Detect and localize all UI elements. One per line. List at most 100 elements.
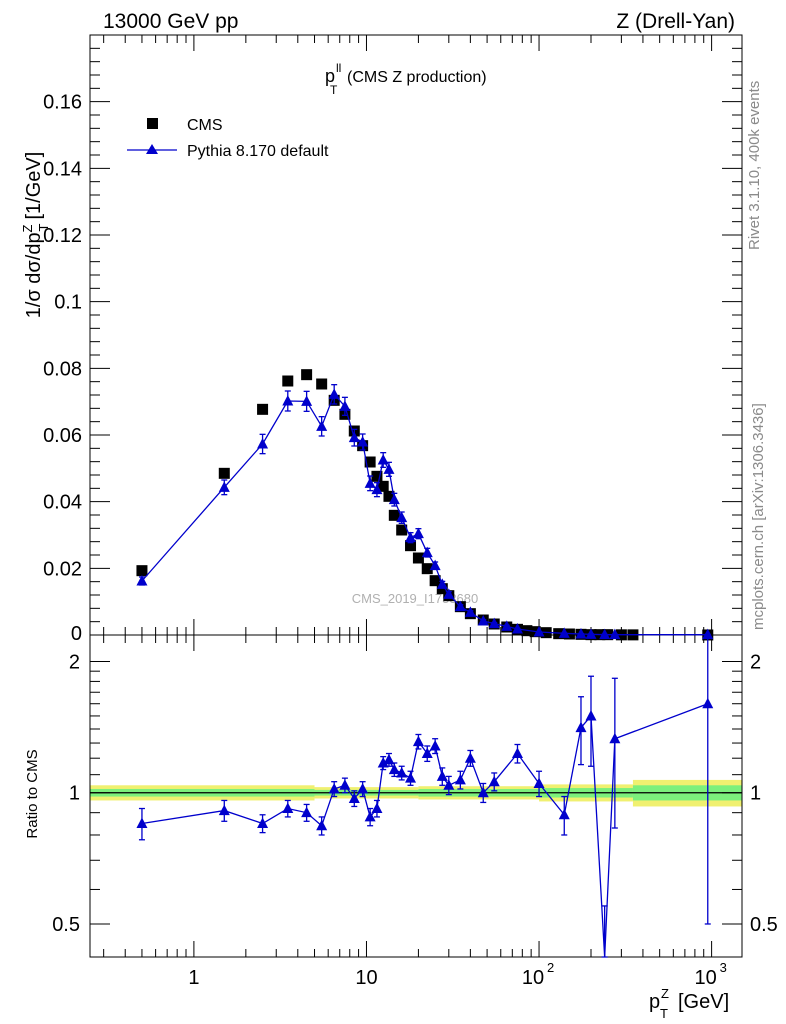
pythia-data-point [511, 623, 523, 634]
ratio-y-tick-label: 0.5 [52, 914, 80, 936]
pythia-data-point [364, 477, 376, 488]
y-tick-label: 0.16 [43, 92, 82, 114]
pythia-data-point [339, 400, 351, 411]
pythia-data-point [599, 628, 611, 640]
x-tick-label-exponent: 3 [720, 960, 727, 975]
y-label-main: 1/σ dσ/dp [23, 232, 45, 318]
plot-title-sup: ll [336, 61, 341, 75]
pythia-ratio-data-point [533, 777, 545, 788]
cms-data-point [218, 467, 230, 479]
pythia-data-point [357, 436, 369, 447]
x-tick-label: 10 [355, 967, 377, 989]
ratio-y-tick-label-right: 2 [750, 651, 761, 673]
pythia-ratio-data-point [454, 773, 466, 785]
mcplots-caption: mcplots.cern.ch [arXiv:1306.3436] [750, 403, 767, 630]
ratio-panel-frame [89, 634, 743, 958]
x-label-sub: T [660, 1006, 668, 1021]
pythia-data-point [429, 559, 441, 571]
pythia-data-point [501, 620, 513, 631]
pythia-data-point [585, 628, 597, 639]
pythia-ratio-data-point [371, 802, 383, 814]
pythia-ratio-data-point [396, 766, 408, 778]
svg-text:1/σ dσ/dpZT[1/GeV]: 1/σ dσ/dpZT [1/GeV] [20, 152, 51, 319]
pythia-data-point [477, 615, 489, 626]
rivet-caption: Rivet 3.1.10, 400k events [746, 81, 763, 250]
ratio-y-tick-label: 2 [69, 651, 80, 673]
cms-data-point [429, 575, 441, 587]
pythia-ratio-data-point [464, 752, 476, 763]
x-tick-label-exponent: 2 [547, 960, 554, 975]
pythia-data-point [282, 395, 294, 406]
x-label-main: p [649, 991, 660, 1013]
pythia-data-point [396, 511, 408, 523]
cms-data-point [371, 470, 383, 482]
y-tick-label: 0.04 [43, 492, 82, 514]
y-tick-label: 0.12 [43, 225, 82, 247]
data-marks [136, 369, 714, 958]
pythia-data-point [136, 575, 148, 586]
pythia-data-point [328, 388, 340, 399]
pythia-data-point [371, 483, 383, 495]
pythia-data-point [316, 420, 328, 431]
pythia-ratio-data-point [383, 753, 395, 765]
y-tick-label: 0.02 [43, 558, 82, 580]
y-axis-label: 1/σ dσ/dpZT [1/GeV] [20, 152, 51, 319]
pythia-ratio-data-point [702, 697, 714, 709]
legend-marker-pythia [146, 144, 158, 154]
pythia-ratio-data-point [257, 817, 269, 829]
y-label-units: [1/GeV] [23, 152, 45, 220]
pythia-data-point [348, 431, 360, 443]
x-label-units: [GeV] [678, 991, 729, 1013]
x-label-sup: Z [661, 986, 669, 1001]
ratio-y-axis-label: Ratio to CMS [24, 749, 41, 838]
pythia-ratio-line [141, 703, 708, 958]
pythia-data-point [454, 600, 466, 612]
plot-title-main: p [325, 66, 335, 86]
pythia-ratio-data-point [377, 756, 389, 768]
cms-data-point [388, 509, 400, 521]
pythia-ratio-data-point [477, 786, 489, 798]
pythia-data-point [533, 626, 545, 637]
y-tick-label: 0.1 [54, 292, 82, 314]
axes: 1 10 10 2 10 30.020.040.060.080.10.120.140.16… [43, 34, 778, 989]
pythia-ratio-data-point [421, 747, 433, 759]
pythia-ratio-data-point [511, 747, 523, 759]
y-tick-label: 0.14 [43, 158, 82, 180]
pythia-data-point [436, 578, 448, 589]
pythia-ratio-data-point [436, 770, 448, 781]
cms-data-point [364, 456, 376, 468]
legend-label-pythia: Pythia 8.170 default [187, 143, 329, 160]
legend: CMS Pythia 8.170 default [127, 117, 329, 160]
pythia-ratio-data-point [412, 735, 424, 747]
pythia-data-point [301, 395, 313, 406]
cms-data-point [405, 540, 417, 552]
pythia-data-point [218, 481, 230, 492]
pythia-ratio-data-point [558, 808, 570, 820]
pythia-ratio-data-point [357, 782, 369, 794]
y-tick-label: 0.08 [43, 358, 82, 380]
pythia-data-point [257, 438, 269, 449]
x-axis-label: p Z T [GeV] [649, 986, 729, 1021]
pythia-data-point [558, 627, 570, 638]
pythia-ratio-data-point [136, 817, 148, 829]
cms-data-point [316, 378, 328, 390]
pythia-data-point [488, 617, 500, 629]
legend-label-cms: CMS [187, 117, 223, 134]
cms-data-point [396, 524, 408, 536]
pythia-ratio-data-point [585, 709, 597, 721]
pythia-ratio-data-point [218, 804, 230, 816]
pythia-data-point [464, 606, 476, 617]
pythia-ratio-data-point [301, 806, 313, 818]
pythia-ratio-data-point [575, 721, 587, 733]
pythia-data-point [412, 527, 424, 539]
plot-title-sub: T [330, 83, 338, 97]
cms-data-point [421, 563, 433, 575]
pythia-data-point [405, 531, 417, 543]
pythia-ratio-data-point [443, 779, 455, 790]
pythia-ratio-data-point [609, 732, 621, 744]
x-tick-label: 1 [188, 967, 199, 989]
pythia-data-point [575, 628, 587, 639]
pythia-ratio-data-point [429, 739, 441, 751]
pythia-ratio-data-point [316, 819, 328, 831]
